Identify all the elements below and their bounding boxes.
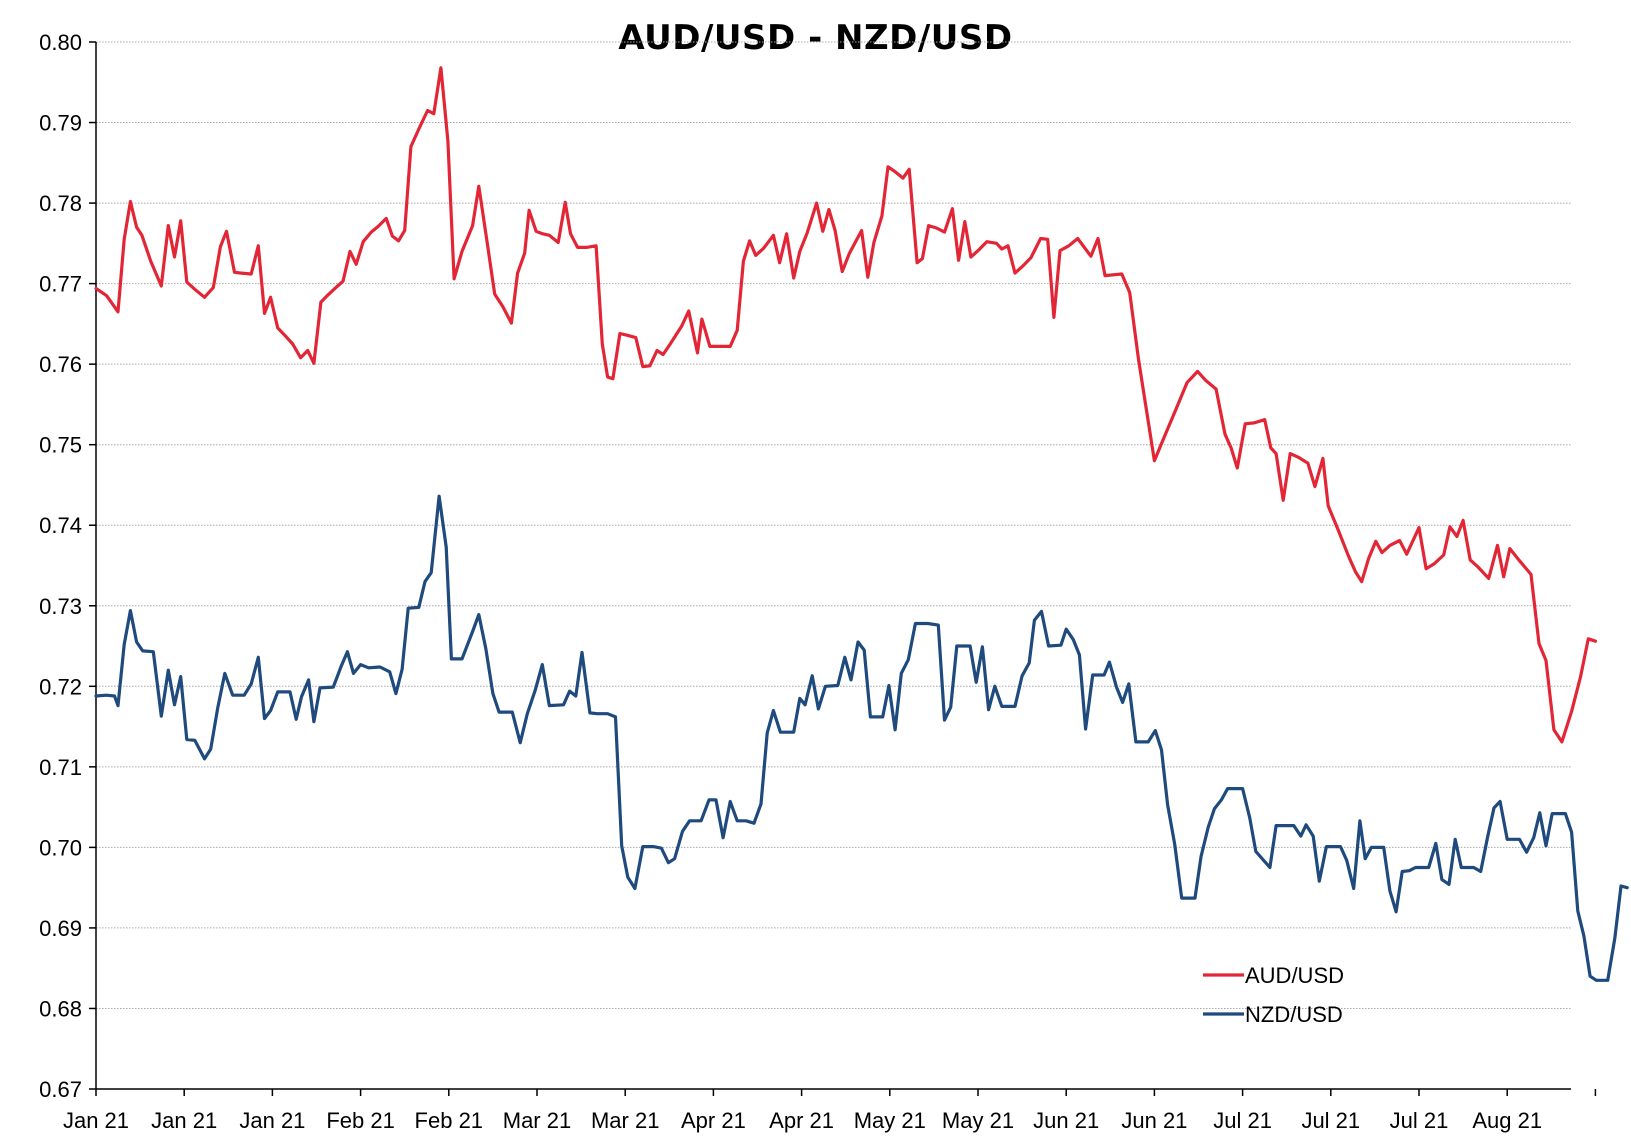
- chart-title: AUD/USD - NZD/USD: [618, 18, 1013, 58]
- y-tick-label: 0.69: [39, 916, 82, 941]
- y-tick-label: 0.77: [39, 272, 82, 297]
- axes: [95, 42, 1571, 1090]
- x-tick-label: Mar 21: [591, 1108, 659, 1133]
- legend-label: NZD/USD: [1245, 1002, 1343, 1027]
- x-tick-label: Mar 21: [503, 1108, 571, 1133]
- x-tick-label: Jun 21: [1033, 1108, 1099, 1133]
- y-tick-label: 0.79: [39, 111, 82, 136]
- x-tick-label: Apr 21: [769, 1108, 834, 1133]
- y-tick-label: 0.74: [39, 513, 82, 538]
- y-tick-label: 0.72: [39, 674, 82, 699]
- x-tick-label: Jul 21: [1390, 1108, 1449, 1133]
- y-tick-label: 0.70: [39, 835, 82, 860]
- x-tick-label: Jan 21: [151, 1108, 217, 1133]
- y-tick-label: 0.76: [39, 352, 82, 377]
- y-tick-label: 0.67: [39, 1077, 82, 1102]
- y-tick-label: 0.80: [39, 30, 82, 55]
- gridlines: [96, 41, 1571, 1009]
- x-tick-label: Jan 21: [63, 1108, 129, 1133]
- x-tick-label: Jan 21: [239, 1108, 305, 1133]
- x-tick-label: Apr 21: [681, 1108, 746, 1133]
- series-line-nzd-usd: [94, 494, 1629, 982]
- y-tick-label: 0.73: [39, 594, 82, 619]
- x-tick-label: Aug 21: [1472, 1108, 1542, 1133]
- y-tick-label: 0.71: [39, 755, 82, 780]
- y-axis-ticks: 0.67 0.68 0.69 0.70 0.71 0.72 0.73 0.74 0.75 0.76…: [39, 30, 96, 1102]
- legend-label: AUD/USD: [1245, 963, 1344, 988]
- y-tick-label: 0.68: [39, 996, 82, 1021]
- x-tick-label: Jun 21: [1121, 1108, 1187, 1133]
- x-tick-label: Feb 21: [415, 1108, 484, 1133]
- x-tick-label: Jul 21: [1301, 1108, 1360, 1133]
- x-tick-label: May 21: [854, 1108, 926, 1133]
- series-line-aud-usd: [94, 66, 1597, 744]
- y-tick-label: 0.75: [39, 433, 82, 458]
- x-axis-ticks: Jan 21 Jan 21 Jan 21 Feb 21 Feb 21 Mar 21 Mar …: [63, 1089, 1597, 1133]
- series-layer: [94, 66, 1629, 982]
- legend: AUD/USD NZD/USD: [1203, 963, 1344, 1027]
- x-tick-label: Jul 21: [1213, 1108, 1272, 1133]
- x-tick-label: May 21: [942, 1108, 1014, 1133]
- y-tick-label: 0.78: [39, 191, 82, 216]
- x-tick-label: Feb 21: [326, 1108, 395, 1133]
